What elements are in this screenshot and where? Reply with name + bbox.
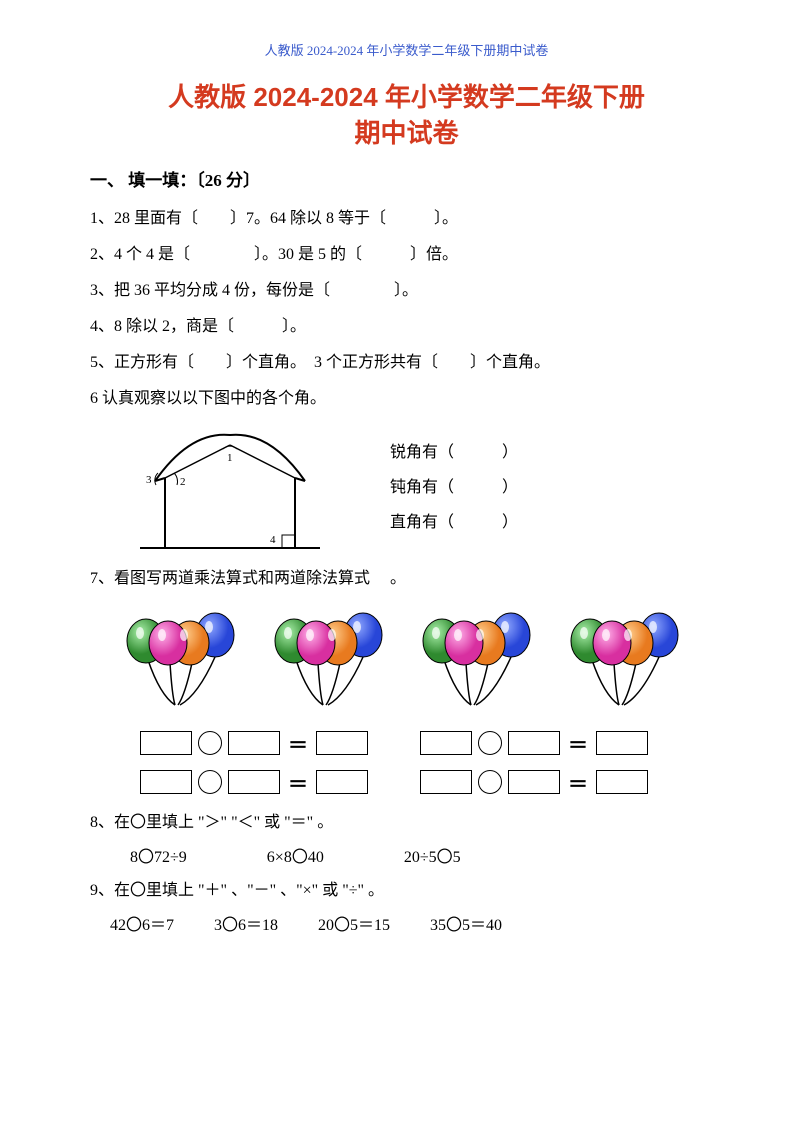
- question-5: 5、正方形有〔 〕个直角。 3 个正方形共有〔 〕个直角。: [90, 347, 723, 379]
- q9-items: 42〇6＝7 3〇6＝18 20〇5＝15 35〇5＝40: [110, 911, 723, 935]
- balloon-group-2: [268, 605, 388, 715]
- blank-box: [420, 731, 472, 755]
- question-4: 4、8 除以 2，商是〔 〕。: [90, 311, 723, 343]
- title-line2: 期中试卷: [90, 115, 723, 151]
- blank-box: [508, 731, 560, 755]
- q9-a: 42〇6＝7: [110, 911, 174, 935]
- blank-box: [140, 770, 192, 794]
- svg-text:2: 2: [180, 476, 186, 488]
- blank-box: [596, 770, 648, 794]
- equals-sign: ＝: [568, 768, 588, 797]
- blank-box: [316, 731, 368, 755]
- main-title: 人教版 2024-2024 年小学数学二年级下册 期中试卷: [90, 79, 723, 152]
- q9-c: 20〇5＝15: [318, 911, 390, 935]
- right-angle-label: 直角有（ ）: [390, 505, 518, 540]
- q8-b: 6×8〇40: [267, 843, 324, 867]
- blank-box: [596, 731, 648, 755]
- blank-circle: [478, 770, 502, 794]
- balloon-group-3: [416, 605, 536, 715]
- blank-circle: [478, 731, 502, 755]
- equation-boxes: ＝ ＝ ＝: [140, 729, 723, 797]
- blank-box: [228, 731, 280, 755]
- question-9: 9、在〇里填上 "＋" 、"－" 、"×" 或 "÷" 。: [90, 875, 723, 907]
- equals-sign: ＝: [288, 729, 308, 758]
- q8-c: 20÷5〇5: [404, 843, 461, 867]
- page-header: 人教版 2024-2024 年小学数学二年级下册期中试卷: [90, 40, 723, 59]
- svg-text:4: 4: [270, 534, 276, 546]
- blank-circle: [198, 770, 222, 794]
- title-line1: 人教版 2024-2024 年小学数学二年级下册: [90, 79, 723, 115]
- blank-circle: [198, 731, 222, 755]
- q9-d: 35〇5＝40: [430, 911, 502, 935]
- question-7: 7、看图写两道乘法算式和两道除法算式 。: [90, 563, 723, 595]
- question-6: 6 认真观察以以下图中的各个角。: [90, 383, 723, 415]
- balloon-groups: [120, 605, 723, 715]
- angle-list: 锐角有（ ） 钝角有（ ） 直角有（ ）: [390, 435, 518, 541]
- svg-text:3: 3: [146, 474, 152, 486]
- acute-angle-label: 锐角有（ ）: [390, 435, 518, 470]
- equation-3: ＝: [140, 768, 368, 797]
- equation-1: ＝: [140, 729, 368, 758]
- blank-box: [140, 731, 192, 755]
- house-diagram: 1 2 3 4: [130, 423, 330, 553]
- question-3: 3、把 36 平均分成 4 份，每份是〔 〕。: [90, 275, 723, 307]
- blank-box: [316, 770, 368, 794]
- balloon-group-1: [120, 605, 240, 715]
- equals-sign: ＝: [288, 768, 308, 797]
- obtuse-angle-label: 钝角有（ ）: [390, 470, 518, 505]
- equation-2: ＝: [420, 729, 648, 758]
- question-1: 1、28 里面有〔 〕7。64 除以 8 等于〔 〕。: [90, 203, 723, 235]
- blank-box: [228, 770, 280, 794]
- balloon-group-4: [564, 605, 684, 715]
- q6-figure-row: 1 2 3 4 锐角有（ ） 钝角有（ ） 直角有（ ）: [90, 423, 723, 553]
- q9-b: 3〇6＝18: [214, 911, 278, 935]
- question-2: 2、4 个 4 是〔 〕。30 是 5 的〔 〕倍。: [90, 239, 723, 271]
- equation-4: ＝: [420, 768, 648, 797]
- blank-box: [508, 770, 560, 794]
- q8-items: 8〇72÷9 6×8〇40 20÷5〇5: [130, 843, 723, 867]
- svg-text:1: 1: [227, 452, 233, 464]
- equals-sign: ＝: [568, 729, 588, 758]
- q8-a: 8〇72÷9: [130, 843, 187, 867]
- section-1-title: 一、 填一填：〔26 分〕: [90, 166, 723, 191]
- question-8: 8、在〇里填上 "＞" "＜" 或 "＝" 。: [90, 807, 723, 839]
- blank-box: [420, 770, 472, 794]
